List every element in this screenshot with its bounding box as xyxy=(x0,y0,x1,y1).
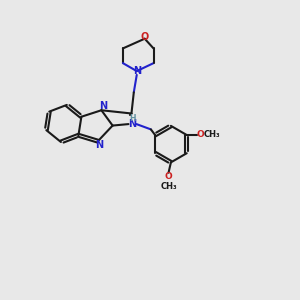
Text: N: N xyxy=(129,119,137,129)
Text: H: H xyxy=(129,114,135,123)
Text: N: N xyxy=(95,140,104,150)
Text: O: O xyxy=(141,32,149,42)
Text: CH₃: CH₃ xyxy=(204,130,220,140)
Text: N: N xyxy=(133,66,141,76)
Text: CH₃: CH₃ xyxy=(160,182,177,191)
Text: N: N xyxy=(99,101,107,111)
Text: O: O xyxy=(165,172,172,181)
Text: O: O xyxy=(197,130,205,140)
